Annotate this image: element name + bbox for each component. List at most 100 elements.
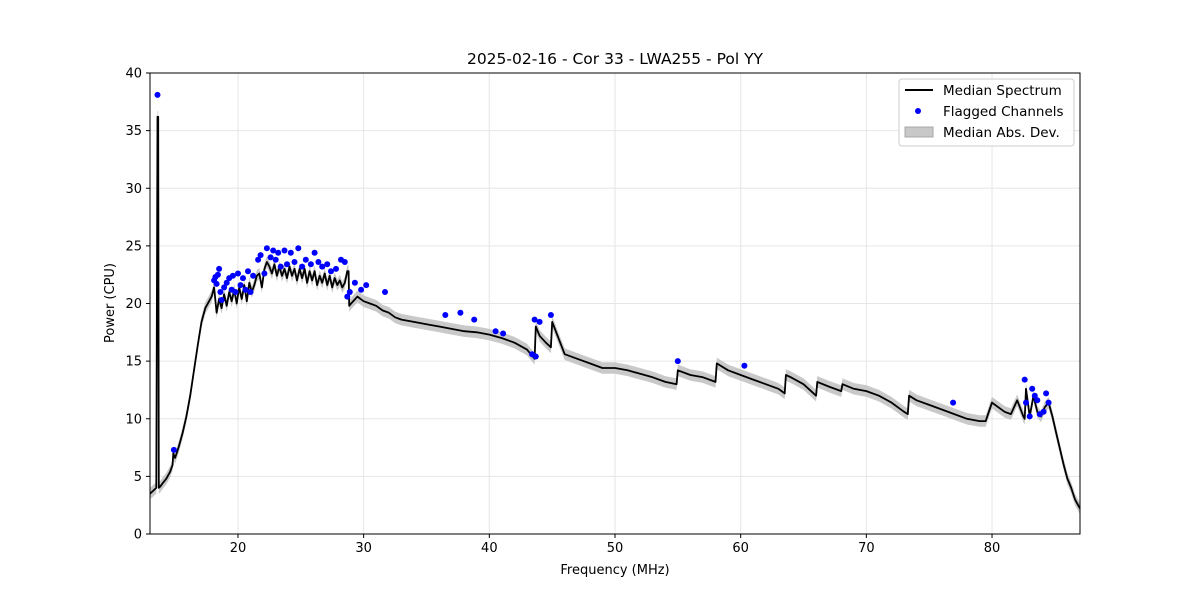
flagged-point — [341, 259, 348, 265]
flagged-point — [363, 282, 370, 289]
flagged-point — [1031, 392, 1038, 399]
y-tick-label: 5 — [134, 470, 142, 485]
legend-flagged-label: Flagged Channels — [943, 104, 1064, 120]
flagged-point — [270, 247, 277, 254]
legend-median-label: Median Spectrum — [943, 83, 1062, 99]
flagged-point — [324, 261, 331, 268]
y-tick-label: 25 — [125, 239, 142, 254]
flagged-point — [315, 259, 322, 265]
flagged-point — [245, 268, 251, 275]
flagged-point — [250, 272, 257, 279]
x-tick-label: 60 — [732, 541, 749, 556]
x-axis-label: Frequency (MHz) — [560, 563, 669, 578]
y-tick-label: 30 — [125, 182, 142, 197]
flagged-point — [261, 270, 268, 277]
flagged-point — [319, 263, 326, 270]
flagged-point — [235, 270, 241, 277]
flagged-point — [492, 328, 499, 335]
flagged-point — [232, 289, 239, 295]
flagged-points-layer — [154, 91, 1052, 453]
flagged-point — [272, 256, 279, 263]
flagged-point — [223, 279, 230, 286]
flagged-point — [255, 256, 262, 263]
legend-mad-label: Median Abs. Dev. — [943, 125, 1060, 141]
chart-title: 2025-02-16 - Cor 33 - LWA255 - Pol YY — [467, 50, 764, 68]
flagged-point — [532, 353, 539, 360]
flagged-point — [221, 284, 228, 291]
flagged-point — [267, 254, 274, 261]
x-axis-ticks: 20 30 40 50 60 70 80 — [230, 534, 1001, 556]
y-axis-ticks: 0 5 10 15 20 25 30 35 40 — [125, 67, 150, 543]
flagged-point — [170, 446, 177, 453]
x-tick-label: 40 — [481, 541, 498, 556]
legend-mad-swatch — [904, 126, 934, 138]
flagged-point — [216, 265, 223, 272]
flagged-point — [237, 282, 244, 289]
flagged-point — [247, 289, 254, 295]
flagged-point — [217, 289, 224, 295]
flagged-point — [287, 249, 294, 256]
flagged-point — [346, 289, 353, 295]
y-tick-label: 0 — [134, 528, 142, 543]
flagged-point — [536, 318, 543, 325]
legend-flagged-swatch — [915, 108, 921, 114]
y-tick-label: 10 — [125, 412, 142, 427]
flagged-point — [311, 249, 318, 256]
flagged-point — [950, 399, 957, 406]
flagged-point — [307, 261, 314, 268]
x-tick-label: 80 — [984, 541, 1001, 556]
flagged-point — [351, 279, 358, 286]
flagged-point — [257, 252, 264, 259]
y-tick-label: 35 — [125, 124, 142, 139]
flagged-point — [500, 330, 507, 337]
legend: Median Spectrum Flagged Channels Median … — [898, 78, 1075, 147]
x-tick-label: 30 — [355, 541, 372, 556]
flagged-point — [382, 289, 388, 295]
flagged-point — [442, 312, 449, 318]
flagged-point — [344, 293, 351, 300]
flagged-point — [1043, 390, 1050, 397]
grid-lines — [150, 72, 1080, 535]
flagged-point — [1026, 413, 1033, 420]
flagged-point — [302, 256, 309, 263]
flagged-point — [275, 249, 282, 256]
flagged-point — [291, 259, 298, 265]
x-tick-label: 20 — [230, 541, 247, 556]
flagged-point — [214, 271, 221, 278]
median-line-layer — [149, 115, 1081, 510]
y-tick-label: 15 — [125, 355, 142, 370]
flagged-point — [229, 272, 236, 279]
flagged-point — [1034, 397, 1041, 404]
flagged-point — [1040, 408, 1047, 415]
flagged-point — [358, 286, 365, 293]
y-tick-label: 20 — [125, 297, 142, 312]
flagged-point — [1023, 399, 1029, 406]
flagged-point — [531, 316, 538, 323]
flagged-point — [1021, 376, 1028, 383]
flagged-point — [547, 312, 554, 318]
flagged-point — [328, 268, 334, 275]
flagged-point — [471, 316, 478, 323]
flagged-point — [277, 263, 284, 270]
flagged-point — [218, 297, 225, 303]
median-spectrum-line — [149, 115, 1081, 510]
flagged-point — [1045, 399, 1052, 406]
y-tick-label: 40 — [125, 67, 142, 82]
flagged-point — [674, 358, 681, 365]
legend-box — [898, 78, 1075, 147]
flagged-point — [457, 309, 464, 316]
flagged-point — [333, 265, 339, 272]
flagged-point — [263, 245, 270, 252]
flagged-point — [1029, 385, 1036, 392]
flagged-point — [284, 261, 290, 268]
flagged-point — [295, 245, 302, 252]
flagged-point — [281, 247, 288, 254]
flagged-point — [299, 263, 306, 270]
flagged-point — [242, 286, 249, 293]
flagged-point — [154, 91, 161, 98]
flagged-point — [240, 275, 246, 282]
y-axis-label: Power (CPU) — [103, 263, 118, 343]
flagged-point — [213, 280, 220, 287]
x-tick-label: 50 — [607, 541, 624, 556]
